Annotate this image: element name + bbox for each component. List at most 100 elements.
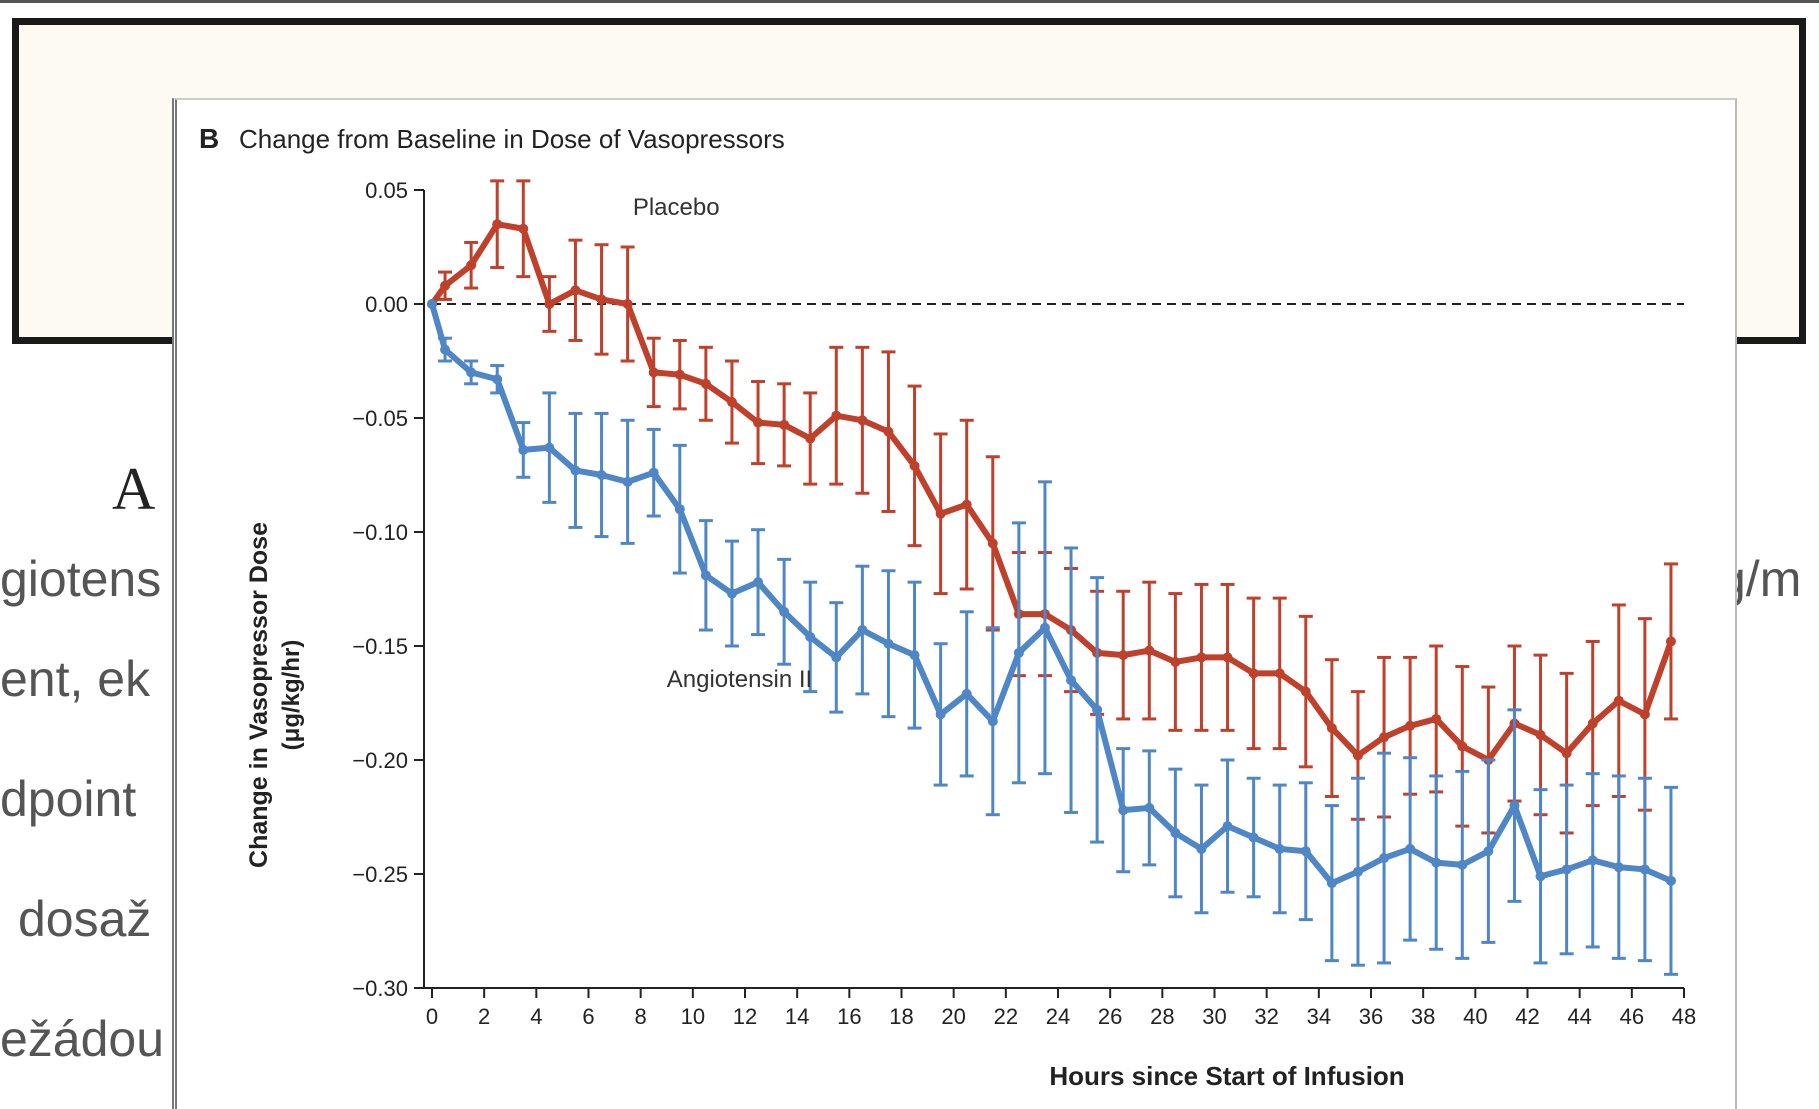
y-tick-label: −0.05: [352, 406, 408, 431]
data-point: [1483, 846, 1494, 857]
x-tick-label: 32: [1254, 1004, 1278, 1029]
data-point: [1379, 732, 1390, 743]
data-point: [1587, 718, 1598, 729]
data-point: [1222, 821, 1233, 832]
slide-text-fragment: ent, ek: [0, 651, 151, 707]
slide-text-fragment: giotens: [0, 551, 162, 607]
data-point: [1587, 855, 1598, 866]
data-point: [805, 433, 816, 444]
data-point: [1613, 695, 1624, 706]
data-point: [1352, 866, 1363, 877]
data-point: [1665, 636, 1676, 647]
data-point: [440, 344, 451, 355]
data-point: [1535, 871, 1546, 882]
data-point: [1144, 645, 1155, 656]
data-point: [622, 299, 633, 309]
data-point: [726, 397, 737, 408]
y-tick-label: −0.25: [352, 862, 408, 887]
data-point: [1535, 729, 1546, 740]
x-tick-label: 12: [733, 1004, 757, 1029]
top-rule: [0, 0, 1819, 3]
data-point: [1613, 862, 1624, 873]
data-point: [1431, 857, 1442, 868]
data-point: [753, 577, 764, 588]
data-point: [570, 465, 581, 476]
data-point: [935, 709, 946, 720]
data-point: [674, 369, 685, 380]
data-point: [1222, 652, 1233, 663]
data-point: [883, 426, 894, 437]
data-point: [1144, 802, 1155, 813]
x-tick-label: 10: [681, 1004, 705, 1029]
data-point: [1665, 875, 1676, 886]
x-tick-label: 22: [994, 1004, 1018, 1029]
data-point: [1300, 846, 1311, 857]
y-tick-label: 0.00: [365, 292, 408, 317]
data-point: [596, 294, 607, 305]
data-point: [700, 378, 711, 389]
data-point: [492, 374, 503, 385]
data-point: [674, 504, 685, 515]
data-point: [805, 631, 816, 642]
data-point: [466, 260, 477, 271]
x-tick-label: 48: [1672, 1004, 1696, 1029]
data-point: [883, 638, 894, 649]
data-point: [779, 419, 790, 430]
data-point: [1248, 668, 1259, 679]
data-point: [1196, 652, 1207, 663]
x-tick-label: 40: [1463, 1004, 1487, 1029]
x-tick-label: 4: [530, 1004, 542, 1029]
x-tick-label: 2: [478, 1004, 490, 1029]
data-point: [831, 652, 842, 663]
x-tick-label: 20: [941, 1004, 965, 1029]
x-tick-label: 30: [1202, 1004, 1226, 1029]
series-annotation: Angiotensin II: [667, 666, 812, 693]
data-point: [909, 460, 920, 471]
y-tick-label: −0.30: [352, 976, 408, 1001]
data-point: [1326, 878, 1337, 889]
data-point: [857, 415, 868, 426]
data-point: [1300, 686, 1311, 697]
data-point: [1066, 675, 1077, 686]
data-point: [1170, 827, 1181, 838]
data-point: [1274, 843, 1285, 854]
x-tick-label: 46: [1620, 1004, 1644, 1029]
data-point: [492, 219, 503, 230]
y-axis-label: Change in Vasopressor Dose: [245, 522, 273, 868]
x-tick-label: 28: [1150, 1004, 1174, 1029]
x-tick-label: 24: [1046, 1004, 1070, 1029]
data-point: [961, 499, 972, 510]
data-point: [779, 606, 790, 617]
data-point: [427, 299, 437, 309]
data-point: [1326, 723, 1337, 734]
slide-text-fragment: dosaž: [18, 891, 152, 947]
slide-text-fragment: dpoint: [0, 771, 137, 827]
slide-heading-fragment: A: [112, 456, 156, 522]
chart-svg: B Change from Baseline in Dose of Vasopr…: [199, 123, 1696, 1091]
data-point: [570, 285, 581, 296]
data-point: [648, 367, 659, 378]
data-point: [544, 299, 555, 309]
data-point: [1379, 853, 1390, 864]
data-point: [1405, 720, 1416, 731]
data-point: [857, 625, 868, 636]
series-annotation: Placebo: [633, 194, 720, 221]
data-point: [1457, 741, 1468, 752]
data-point: [1352, 750, 1363, 761]
series-line: [429, 303, 1673, 887]
data-point: [987, 538, 998, 549]
data-point: [648, 467, 659, 478]
x-tick-label: 16: [837, 1004, 861, 1029]
data-point: [1196, 843, 1207, 854]
data-point: [1274, 668, 1285, 679]
data-point: [1039, 622, 1050, 633]
data-point: [1431, 713, 1442, 724]
x-tick-label: 14: [785, 1004, 809, 1029]
data-point: [1509, 800, 1520, 811]
panel-label: B: [199, 123, 219, 154]
data-point: [831, 410, 842, 421]
data-point: [1170, 656, 1181, 667]
data-point: [1013, 647, 1024, 658]
data-point: [1248, 832, 1259, 843]
x-tick-label: 34: [1307, 1004, 1331, 1029]
